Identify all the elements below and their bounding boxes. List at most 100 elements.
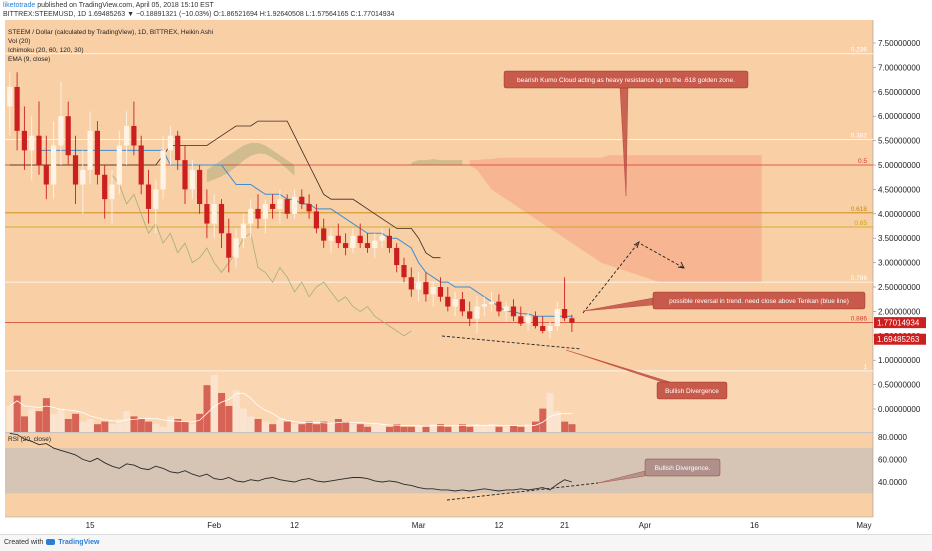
candle-body [416,282,422,290]
kumo-bull-area [206,143,295,183]
volume-bar [21,416,28,432]
publish-line: liketotrade published on TradingView.com… [3,1,214,10]
volume-bar [64,419,72,432]
candle-body [284,199,290,214]
volume-bar [152,424,160,432]
volume-bar [159,426,167,432]
candle-body [299,196,305,205]
candle-body [481,304,487,307]
volume-bar [13,395,21,432]
price-tick-label: 4.50000000 [878,185,921,194]
candle-body [43,165,49,185]
rsi-tick-label: 60.0000 [878,455,907,464]
tradingview-link[interactable]: TradingView [58,539,100,546]
time-tick-label: 12 [494,521,503,530]
legend-vol[interactable]: Vol (20) [8,38,30,45]
candle-body [211,204,217,224]
candle-body [65,116,71,156]
arrow-head-icon [677,261,685,269]
volume-bar [94,424,101,432]
candle-body [372,240,378,248]
volume-bar [393,424,401,432]
rsi-line [9,432,573,492]
volume-bar [429,424,437,432]
volume-bar [35,411,43,432]
trading-chart[interactable]: 0.236 0.382 0.5 0.618 0.65 0.786 0.886 1 bearis… [0,20,932,534]
author-link[interactable]: liketotrade [3,2,36,9]
candle-body [525,316,531,324]
volume-bar [276,419,284,432]
candle-body [21,130,27,151]
candle-body [58,116,64,146]
volume-bar [356,424,364,432]
volume-bar [327,424,335,432]
candle-body [452,299,458,307]
trend-drawings [441,240,685,501]
created-with-text: Created with [4,539,44,546]
candle-body [518,316,524,324]
candle-body [569,318,575,323]
price-tick-label: 2.00000000 [878,307,921,316]
tradingview-logo-icon [46,539,56,545]
candle-body [175,135,181,161]
candle-body [496,301,502,312]
candle-body [489,301,495,305]
candle-body [554,308,560,327]
volume-bar [210,374,218,432]
kumo-note-text: bearish Kumo Cloud acting as heavy resis… [517,77,735,84]
volume-bar [79,421,87,432]
candle-body [116,145,122,185]
candle-body [364,243,371,248]
volume-bar [145,421,153,432]
fib-label-2: 0.5 [858,158,867,165]
volume-bar [115,419,123,432]
fib-label-1: 0.382 [851,133,868,140]
candle-body [153,189,159,209]
kumo-bear-area [469,155,762,283]
candle-body [240,223,246,239]
candle-body [262,204,268,219]
candle-body [357,235,363,244]
volume-bar [57,408,65,432]
symbol-line: BITTREX:STEEMUSD, 1D 1.69485263 ▼ −0.188… [3,11,395,18]
volume-bar [254,419,262,432]
candlesticks [7,72,575,339]
volume-bar [561,421,569,432]
candle-body [467,311,473,319]
arrow-head-icon [633,240,640,249]
ichimoku-lines [9,120,572,337]
legend-ema[interactable]: EMA (9, close) [8,56,50,63]
candle-body [510,306,517,317]
volume-bar [261,421,269,432]
price-tick-label: 6.00000000 [878,112,921,121]
volume-bar [459,424,466,432]
legend-rsi[interactable]: RSI (20, close) [8,436,51,443]
volume-bar [334,419,342,432]
candle-body [408,277,414,290]
candle-body [430,287,436,295]
volume-bar [196,413,204,432]
price-tick-label: 7.50000000 [878,39,921,48]
candle-body [321,228,327,241]
fibonacci-levels: 0.236 0.382 0.5 0.618 0.65 0.786 0.886 1 [5,47,873,372]
fib-label-6: 0.886 [851,316,868,323]
candle-body [7,86,13,107]
volume-bar [101,421,109,432]
price-tick-label: 3.00000000 [878,259,921,268]
chart-header: liketotrade published on TradingView.com… [0,0,932,20]
annotations: bearish Kumo Cloud acting as heavy resis… [503,70,866,484]
fib-label-7: 1 [863,364,867,371]
prev-close-tag-text: 1.69485263 [877,335,920,344]
candle-body [94,130,100,175]
candle-body [80,169,86,185]
candle-body [124,125,130,146]
legend-ichimoku[interactable]: Ichimoku (20, 60, 120, 30) [8,47,84,54]
rsi-tick-label: 40.0000 [878,478,907,487]
last-price-tag [874,317,926,329]
volume-bar [532,421,539,432]
volume-bar [167,416,174,432]
candle-body [459,299,465,312]
legend: STEEM / Dollar (calculated by TradingVie… [8,29,213,443]
volume-bar [283,421,291,432]
kijun-sen-line [9,120,441,259]
